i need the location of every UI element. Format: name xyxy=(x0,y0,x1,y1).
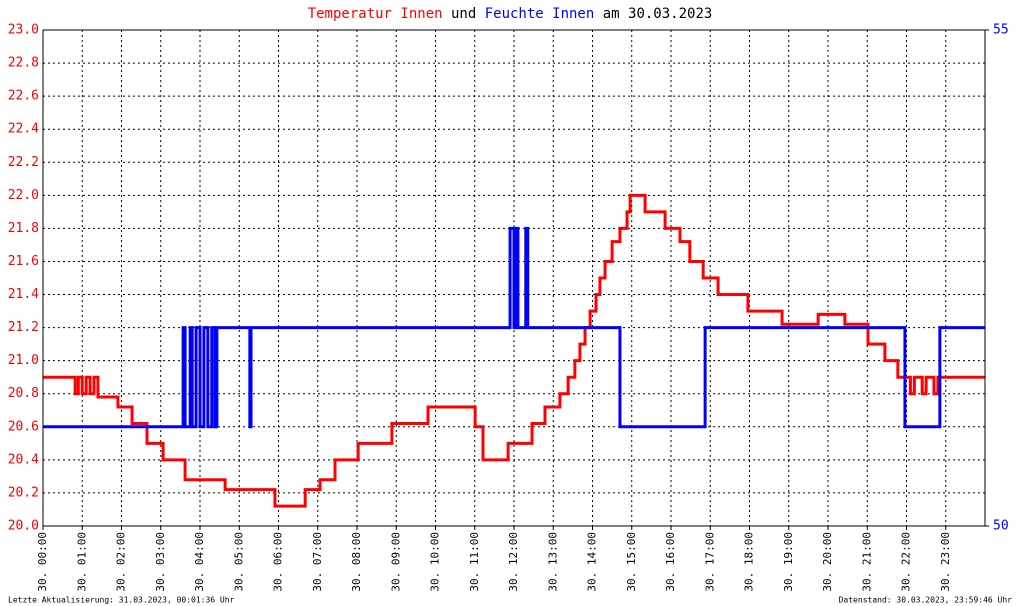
y-tick-label: 21.2 xyxy=(8,320,39,335)
x-tick-label: 30. 02:00 xyxy=(115,532,128,592)
x-tick-label: 30. 16:00 xyxy=(664,532,677,592)
y2-tick-label: 50 xyxy=(993,519,1009,534)
y-tick-label: 23.0 xyxy=(8,23,39,38)
y-tick-label: 21.0 xyxy=(8,353,39,368)
y-tick-label: 22.2 xyxy=(8,155,39,170)
footer-right: Datenstand: 30.03.2023, 23:59:46 Uhr xyxy=(839,596,1013,605)
y-tick-label: 22.6 xyxy=(8,89,39,104)
y-tick-label: 21.6 xyxy=(8,254,39,269)
x-tick-label: 30. 10:00 xyxy=(429,532,442,592)
x-tick-label: 30. 04:00 xyxy=(193,532,206,592)
y-tick-label: 22.8 xyxy=(8,56,39,71)
x-tick-label: 30. 12:00 xyxy=(507,532,520,592)
x-tick-label: 30. 23:00 xyxy=(939,532,952,592)
x-tick-label: 30. 05:00 xyxy=(232,532,245,592)
x-tick-label: 30. 13:00 xyxy=(546,532,559,592)
x-tick-label: 30. 11:00 xyxy=(468,532,481,592)
chart-title: Temperatur Innen und Feuchte Innen am 30… xyxy=(308,6,713,22)
y-tick-label: 20.0 xyxy=(8,519,39,534)
x-tick-label: 30. 18:00 xyxy=(743,532,756,592)
x-tick-label: 30. 03:00 xyxy=(154,532,167,592)
x-tick-label: 30. 17:00 xyxy=(703,532,716,592)
plot-frame xyxy=(42,29,986,527)
x-tick-label: 30. 00:00 xyxy=(36,532,49,592)
x-tick-label: 30. 07:00 xyxy=(311,532,324,592)
title-connector: und xyxy=(451,6,476,22)
x-tick-label: 30. 01:00 xyxy=(75,532,88,592)
x-tick-label: 30. 19:00 xyxy=(782,532,795,592)
title-suffix: am 30.03.2023 xyxy=(603,6,713,22)
x-tick-label: 30. 14:00 xyxy=(586,532,599,592)
x-tick-label: 30. 06:00 xyxy=(272,532,285,592)
y-tick-label: 20.2 xyxy=(8,485,39,500)
x-tick-label: 30. 20:00 xyxy=(821,532,834,592)
x-tick-label: 30. 08:00 xyxy=(350,532,363,592)
footer-left: Letzte Aktualisierung: 31.03.2023, 00:01… xyxy=(8,596,235,605)
x-tick-label: 30. 21:00 xyxy=(860,532,873,592)
y-tick-label: 21.8 xyxy=(8,221,39,236)
y-tick-label: 22.0 xyxy=(8,188,39,203)
x-tick-label: 30. 09:00 xyxy=(389,532,402,592)
y-tick-label: 21.4 xyxy=(8,287,39,302)
title-series-1: Temperatur Innen xyxy=(308,6,443,22)
title-series-2: Feuchte Innen xyxy=(485,6,595,22)
series-line xyxy=(43,226,985,429)
y-tick-label: 22.4 xyxy=(8,122,39,137)
y2-tick-label: 55 xyxy=(993,23,1009,38)
y-tick-label: 20.8 xyxy=(8,386,39,401)
y-tick-label: 20.6 xyxy=(8,419,39,434)
x-tick-label: 30. 22:00 xyxy=(900,532,913,592)
y-tick-label: 20.4 xyxy=(8,452,39,467)
x-tick-label: 30. 15:00 xyxy=(625,532,638,592)
